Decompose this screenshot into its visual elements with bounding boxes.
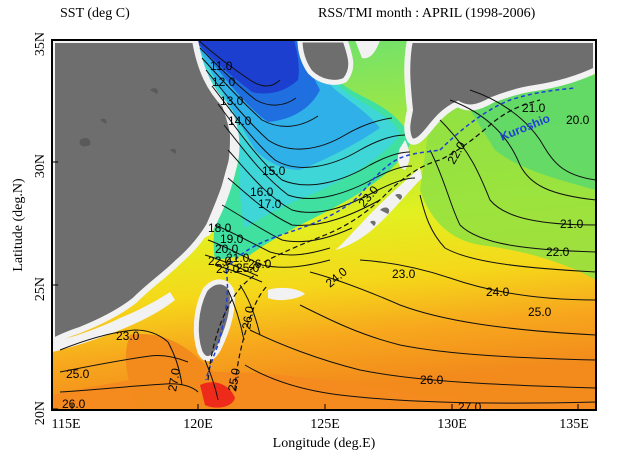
shelf-kyushu [397, 140, 410, 170]
contour-label: 22.0 [546, 245, 570, 259]
contour-label: 26.0 [248, 257, 272, 271]
contour-label: 20.0 [566, 113, 590, 127]
shelf-china [200, 110, 240, 240]
contour-lines [59, 40, 596, 404]
ytick-20n: 20N [33, 401, 48, 425]
shelf-south-china [52, 292, 175, 352]
tick-marks [52, 39, 579, 410]
land-japan [404, 40, 596, 145]
contour-label: 27.0 [165, 367, 183, 393]
xtick-130e: 130E [437, 417, 467, 432]
land-korea [297, 40, 354, 85]
contour-label: 26.0 [420, 373, 444, 387]
contour-label: 27.0 [458, 400, 482, 414]
x-axis-title: Longitude (deg.E) [273, 436, 376, 451]
kuroshio-path [205, 87, 576, 381]
shelf-yaeyama [268, 287, 305, 301]
contour-label: 15.0 [262, 164, 286, 178]
xtick-115e: 115E [51, 417, 80, 432]
ytick-25n: 25N [33, 277, 48, 301]
contour-label: 22.0 [208, 254, 232, 268]
contour-label: 26.0 [62, 397, 86, 411]
contour-label: 21.0 [560, 217, 584, 231]
ytick-30n: 30N [33, 154, 48, 178]
shelf-korea [355, 40, 380, 59]
sea-ecs-darkblue [195, 40, 299, 94]
contour-label: 14.0 [228, 114, 252, 128]
contour-label: 23.0 [392, 267, 416, 281]
contour-label: 25.0 [66, 367, 90, 381]
contour-label: 20.0 [215, 242, 239, 256]
land-china [52, 40, 237, 346]
xtick-125e: 125E [310, 417, 340, 432]
shelf-ryukyu [335, 168, 422, 250]
sea-hot-spot [200, 382, 235, 408]
y-axis-title: Latitude (deg.N) [11, 178, 26, 272]
map-title: SST (deg C) [60, 6, 130, 21]
xtick-135e: 135E [559, 417, 589, 432]
contour-label: 19.0 [220, 232, 244, 246]
contour-label: 18.0 [208, 221, 232, 235]
contour-label: 13.0 [220, 94, 244, 108]
contour-label: 11.0 [210, 59, 233, 73]
land-ryukyu [370, 193, 403, 226]
plot-area [52, 40, 596, 410]
data-source-label: RSS/TMI month : APRIL (1998-2006) [318, 6, 536, 21]
contour-label: 23.0 [116, 329, 140, 343]
contour-label: 24.0 [486, 285, 510, 299]
contour-label: 25.0 [528, 305, 552, 319]
plot-frame [51, 39, 597, 411]
contour-label: 17.0 [258, 197, 282, 211]
contour-label: 25.0 [225, 367, 243, 393]
contour-label: 21.0 [522, 101, 546, 115]
ytick-35n: 35N [33, 32, 48, 56]
contour-label: 21.0 [226, 251, 250, 265]
kuroshio-front [207, 99, 541, 391]
contour-label: 25.0 [236, 261, 260, 275]
contour-label: 12.0 [212, 75, 236, 89]
contour-label: 16.0 [250, 185, 274, 199]
contour-label: 23.0 [216, 262, 240, 276]
xtick-120e: 120E [183, 417, 213, 432]
contour-label: 26.0 [239, 305, 257, 331]
